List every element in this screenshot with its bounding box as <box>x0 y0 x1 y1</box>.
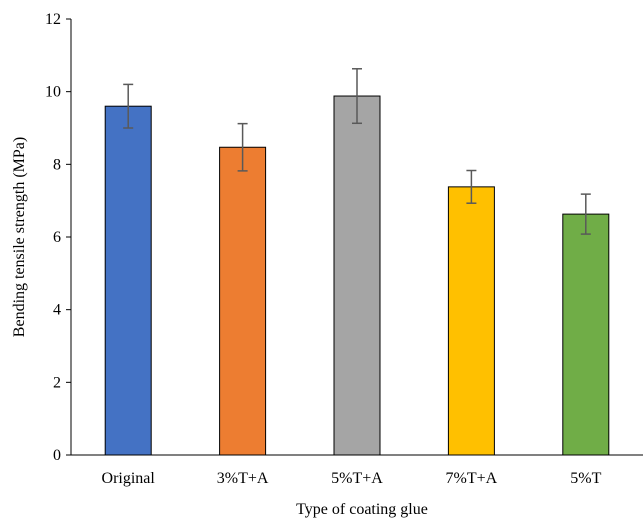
error-bar <box>237 122 248 172</box>
bar <box>333 95 381 456</box>
x-axis: Original 3%T+A 5%T+A 7%T+A 5%T <box>71 454 643 487</box>
bar <box>219 146 267 456</box>
y-tick-label: 4 <box>53 302 61 319</box>
error-bar <box>352 68 362 125</box>
x-tick-label: 5%T+A <box>331 470 383 487</box>
y-tick-label: 12 <box>45 11 61 28</box>
y-tick-label: 8 <box>53 156 61 173</box>
error-bar <box>123 83 134 129</box>
bar <box>447 186 495 456</box>
bars-group <box>104 95 610 456</box>
y-axis: 0 2 4 6 8 10 12 <box>45 11 72 464</box>
bar <box>104 105 152 456</box>
y-axis-title: Bending tensile strength (MPa) <box>11 137 28 337</box>
error-bar <box>466 169 477 204</box>
x-tick-label: 3%T+A <box>217 470 269 487</box>
y-tick-label: 2 <box>53 374 61 391</box>
x-tick-label: 5%T <box>570 470 601 487</box>
y-tick-label: 6 <box>53 229 61 246</box>
y-tick-label: 10 <box>45 84 61 101</box>
x-tick-label: 7%T+A <box>446 470 498 487</box>
x-tick-label: Original <box>102 470 156 487</box>
x-axis-title: Type of coating glue <box>296 501 428 518</box>
error-bars-group <box>123 68 591 235</box>
bar <box>562 213 610 456</box>
y-tick-label: 0 <box>53 447 61 464</box>
error-bar <box>580 193 591 235</box>
